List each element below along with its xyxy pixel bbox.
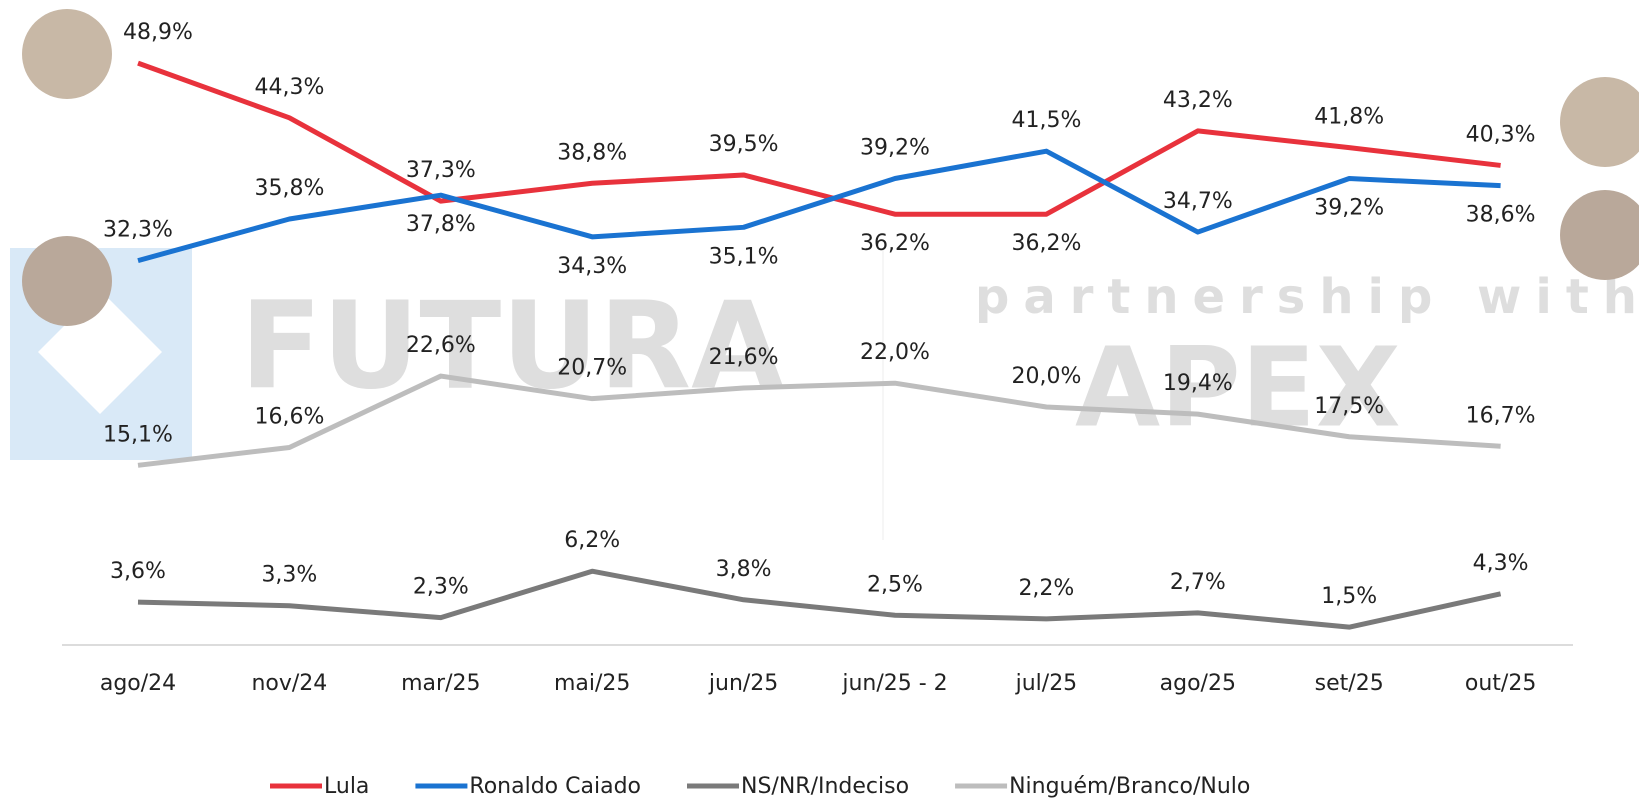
series-line — [138, 571, 1501, 627]
x-tick-label: out/25 — [1465, 671, 1536, 696]
data-label: 6,2% — [564, 528, 620, 553]
x-tick-label: set/25 — [1315, 671, 1384, 696]
x-tick-label: ago/24 — [100, 671, 176, 696]
legend-label: Ninguém/Branco/Nulo — [1009, 774, 1250, 799]
data-label: 41,8% — [1314, 105, 1384, 130]
data-label: 39,2% — [1314, 196, 1384, 221]
data-label: 20,0% — [1011, 364, 1081, 389]
legend-label: Lula — [324, 774, 369, 799]
data-label: 3,8% — [716, 557, 772, 582]
photo-lula-right — [1560, 77, 1639, 167]
data-label: 22,0% — [860, 340, 930, 365]
watermark: FUTURA — [240, 278, 784, 417]
data-label: 34,3% — [557, 254, 627, 279]
data-label: 36,2% — [1011, 231, 1081, 256]
data-label: 32,3% — [103, 218, 173, 243]
legend-label: NS/NR/Indeciso — [741, 774, 909, 799]
data-label: 2,3% — [413, 575, 469, 600]
x-tick-label: mar/25 — [401, 671, 480, 696]
data-label: 4,3% — [1473, 551, 1529, 576]
data-label: 48,9% — [123, 20, 193, 45]
data-label: 1,5% — [1321, 584, 1377, 609]
chart: FUTURA partnership with APEX ago/24 nov/2… — [0, 0, 1639, 803]
x-tick-label: ago/25 — [1160, 671, 1236, 696]
data-label: 2,5% — [867, 572, 923, 597]
legend-label: Ronaldo Caiado — [469, 774, 641, 799]
data-label: 41,5% — [1011, 108, 1081, 133]
data-label: 19,4% — [1163, 371, 1233, 396]
watermark-sub: partnership with — [975, 269, 1639, 325]
data-label: 35,1% — [709, 244, 779, 269]
data-label: 38,6% — [1466, 203, 1536, 228]
data-label: 16,7% — [1466, 403, 1536, 428]
data-label: 37,3% — [406, 158, 476, 183]
data-label: 2,2% — [1018, 576, 1074, 601]
photo-caiado — [22, 236, 112, 326]
data-label: 39,5% — [709, 132, 779, 157]
x-tick-label: mai/25 — [554, 671, 630, 696]
data-label: 20,7% — [557, 356, 627, 381]
data-label: 3,6% — [110, 559, 166, 584]
data-label: 15,1% — [103, 422, 173, 447]
data-label: 3,3% — [261, 563, 317, 588]
photo-caiado-right — [1560, 190, 1639, 280]
series-line — [138, 151, 1501, 260]
data-label: 36,2% — [860, 231, 930, 256]
data-label: 40,3% — [1466, 122, 1536, 147]
data-label: 34,7% — [1163, 189, 1233, 214]
x-tick-label: jun/25 — [708, 671, 778, 696]
x-tick-label: jun/25 - 2 — [841, 671, 947, 696]
data-label: 44,3% — [254, 75, 324, 100]
data-label: 17,5% — [1314, 394, 1384, 419]
watermark-brand: APEX — [1075, 323, 1401, 451]
x-tick-label: jul/25 — [1015, 671, 1078, 696]
photo-lula — [22, 9, 112, 99]
data-label: 2,7% — [1170, 570, 1226, 595]
data-label: 35,8% — [254, 176, 324, 201]
data-label: 37,8% — [406, 212, 476, 237]
data-label: 16,6% — [254, 404, 324, 429]
data-label: 38,8% — [557, 140, 627, 165]
x-tick-label: nov/24 — [251, 671, 327, 696]
data-label: 43,2% — [1163, 88, 1233, 113]
data-label: 21,6% — [709, 345, 779, 370]
series-line — [138, 63, 1501, 214]
data-label: 22,6% — [406, 333, 476, 358]
data-label: 39,2% — [860, 136, 930, 161]
